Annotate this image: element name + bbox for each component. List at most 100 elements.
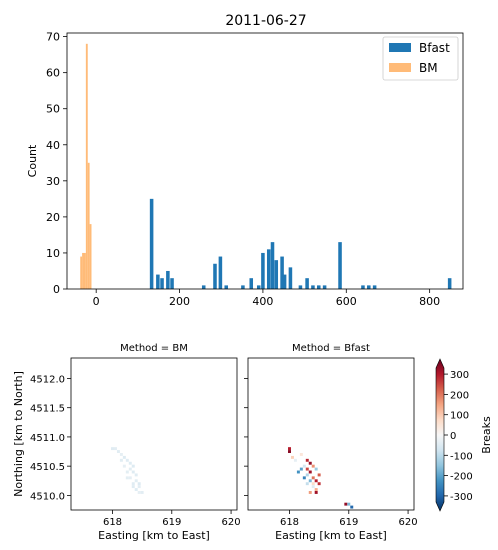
- map-bfast-y-ticks: [244, 378, 248, 496]
- map-cell: [134, 473, 138, 477]
- bar-bfast: [249, 278, 254, 289]
- bar-bm: [83, 252, 86, 289]
- map-bm-x-ticks: 618 619 620: [103, 510, 241, 528]
- map-bfast-x-axis-label: Easting [km to East]: [275, 529, 387, 542]
- colorbar-tick-label: 100: [450, 411, 469, 422]
- map-y-tick-label: 4512.0: [30, 374, 65, 385]
- map-cell: [113, 447, 117, 451]
- bar-bm: [82, 252, 84, 289]
- bar-bfast: [160, 278, 164, 289]
- map-cell: [137, 482, 141, 486]
- y-tick-label: 70: [46, 31, 60, 44]
- legend-swatch-bm: [389, 63, 411, 72]
- bar-bfast: [361, 285, 365, 289]
- map-cell: [131, 464, 135, 468]
- map-cell: [302, 476, 306, 480]
- map-bfast-x-ticks: 618 619 620: [280, 510, 418, 528]
- colorbar-tick-label: 200: [450, 390, 469, 401]
- map-cell: [314, 479, 318, 483]
- map-bm-x-axis-label: Easting [km to East]: [98, 529, 210, 542]
- map-y-tick-label: 4511.0: [30, 433, 65, 444]
- bar-bfast: [280, 256, 284, 289]
- map-cell: [131, 485, 135, 489]
- x-tick-label: 800: [419, 295, 440, 308]
- bar-bm: [85, 43, 88, 290]
- colorbar-tick-label: 300: [450, 370, 469, 381]
- map-cell: [134, 488, 138, 491]
- legend-label-bm: BM: [419, 61, 438, 75]
- map-cell: [344, 502, 348, 506]
- map-cell: [305, 482, 309, 486]
- map-cell: [125, 470, 129, 474]
- histogram-y-ticks: 0 10 20 30 40 50 60 70: [46, 31, 67, 296]
- colorbar-label: Breaks: [480, 416, 493, 454]
- map-x-tick-label: 620: [222, 517, 241, 528]
- map-cell: [131, 470, 135, 474]
- map-bm-y-axis-label: Northing [km to North]: [12, 371, 25, 497]
- map-x-tick-label: 619: [162, 517, 181, 528]
- bar-bfast: [170, 278, 174, 289]
- map-y-tick-label: 4510.0: [30, 491, 65, 502]
- map-cell: [311, 482, 315, 486]
- y-tick-label: 0: [53, 283, 60, 296]
- map-cell: [308, 479, 312, 483]
- map-panel-bm: Method = BM 4510.0 4510.5 4511.0 4511.5 4512…: [12, 343, 241, 542]
- y-tick-label: 40: [46, 139, 60, 152]
- panel-title-bfast: Method = Bfast: [292, 343, 370, 354]
- map-cell: [125, 476, 129, 480]
- figure-title: 2011-06-27: [225, 13, 306, 29]
- bar-bfast: [288, 267, 293, 289]
- map-cell: [305, 458, 309, 462]
- map-bm-frame: [70, 357, 238, 511]
- bar-bfast: [305, 278, 309, 289]
- map-cell: [311, 476, 315, 480]
- bar-bm: [87, 162, 90, 289]
- map-cell: [119, 458, 123, 462]
- bar-bfast: [338, 242, 342, 289]
- bar-bfast: [372, 285, 377, 289]
- histogram-bars: [80, 43, 452, 290]
- colorbar: -300 -200 -100 0 100 200 300 Breaks: [435, 358, 493, 512]
- panel-title-bm: Method = BM: [120, 343, 188, 354]
- bar-bfast: [166, 270, 170, 289]
- bar-bfast: [213, 263, 217, 289]
- map-bm-cells: [111, 447, 144, 494]
- map-cell: [305, 467, 309, 471]
- bar-bfast: [266, 249, 271, 289]
- bar-bfast: [201, 285, 206, 289]
- map-cell: [305, 473, 309, 477]
- bar-bfast: [322, 285, 327, 289]
- y-tick-label: 10: [46, 247, 60, 260]
- bar-bfast: [256, 285, 261, 289]
- map-cell: [317, 482, 321, 486]
- map-cell: [134, 479, 138, 483]
- map-bfast-cells: [288, 447, 354, 509]
- legend-label-bfast: Bfast: [419, 41, 450, 55]
- map-cell: [308, 470, 312, 474]
- map-y-tick-label: 4511.5: [30, 404, 65, 415]
- histogram-y-axis-label: Count: [26, 144, 39, 177]
- map-cell: [137, 491, 141, 494]
- bar-bfast: [317, 285, 321, 289]
- map-cell: [111, 447, 114, 451]
- map-x-tick-label: 618: [103, 517, 122, 528]
- map-x-tick-label: 618: [280, 517, 299, 528]
- bar-bm: [80, 256, 83, 289]
- map-bm-y-ticks: 4510.0 4510.5 4511.0 4511.5 4512.0: [30, 374, 71, 502]
- bar-bfast: [241, 285, 245, 289]
- map-cell: [314, 488, 318, 491]
- y-tick-label: 60: [46, 67, 60, 80]
- x-tick-label: 0: [93, 295, 100, 308]
- map-cell: [308, 461, 312, 465]
- x-tick-label: 400: [252, 295, 273, 308]
- legend-swatch-bfast: [389, 43, 411, 52]
- y-tick-label: 30: [46, 175, 60, 188]
- map-cell: [299, 467, 303, 471]
- map-cell: [290, 455, 294, 459]
- map-x-tick-label: 620: [399, 517, 418, 528]
- map-cell: [125, 458, 129, 462]
- map-y-tick-label: 4510.5: [30, 462, 65, 473]
- map-cell: [296, 470, 300, 474]
- map-cell: [288, 450, 291, 453]
